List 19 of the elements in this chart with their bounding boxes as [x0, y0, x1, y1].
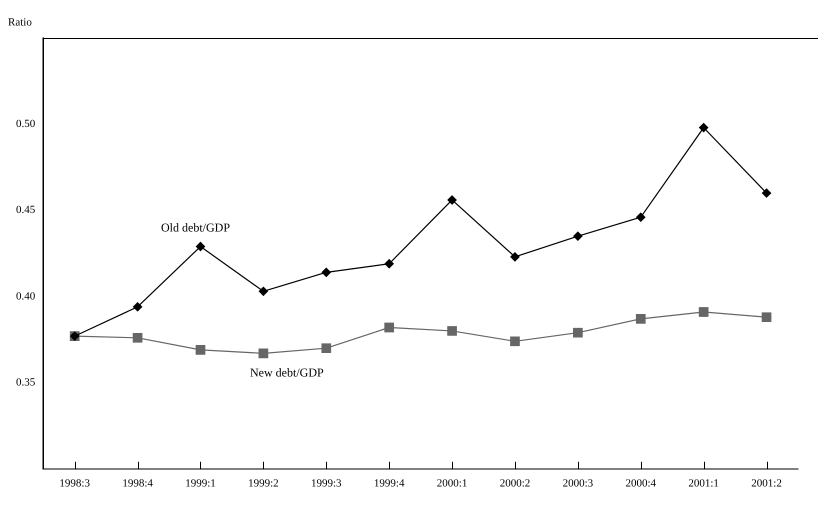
x-tick-label: 2001:1: [688, 477, 719, 490]
y-axis-title: Ratio: [8, 16, 32, 28]
x-tick-label: 2001:2: [751, 477, 782, 490]
x-tick-label: 1999:4: [374, 477, 405, 490]
y-tick-label: 0.40: [16, 290, 36, 302]
x-tick-label: 2000:2: [500, 477, 530, 490]
series-label: Old debt/GDP: [160, 220, 230, 235]
x-tick-label: 1998:4: [122, 477, 154, 490]
x-tick-label: 2000:3: [562, 477, 594, 490]
x-tick-label: 1999:3: [311, 477, 342, 490]
y-tick-label: 0.45: [16, 204, 36, 216]
x-tick-label: 2000:4: [625, 477, 657, 490]
x-tick-label: 1999:1: [185, 477, 216, 490]
y-tick-label: 0.50: [16, 118, 36, 130]
x-tick-label: 2000:1: [436, 477, 468, 490]
y-tick-label: 0.35: [16, 376, 36, 389]
x-tick-label: 1998:3: [59, 477, 90, 490]
series-label: New debt/GDP: [250, 366, 324, 380]
x-tick-label: 1999:2: [248, 477, 279, 490]
